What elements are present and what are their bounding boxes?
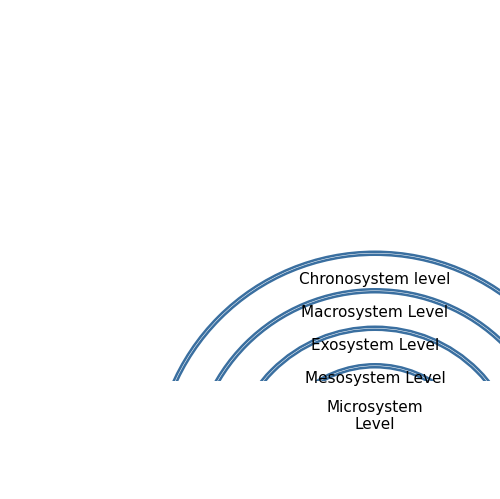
Text: Microsystem
Level: Microsystem Level — [326, 400, 424, 432]
Text: Macrosystem Level: Macrosystem Level — [302, 305, 448, 320]
Text: Mesosystem Level: Mesosystem Level — [304, 371, 446, 386]
Text: Exosystem Level: Exosystem Level — [311, 338, 439, 353]
Text: Chronosystem level: Chronosystem level — [300, 272, 450, 287]
